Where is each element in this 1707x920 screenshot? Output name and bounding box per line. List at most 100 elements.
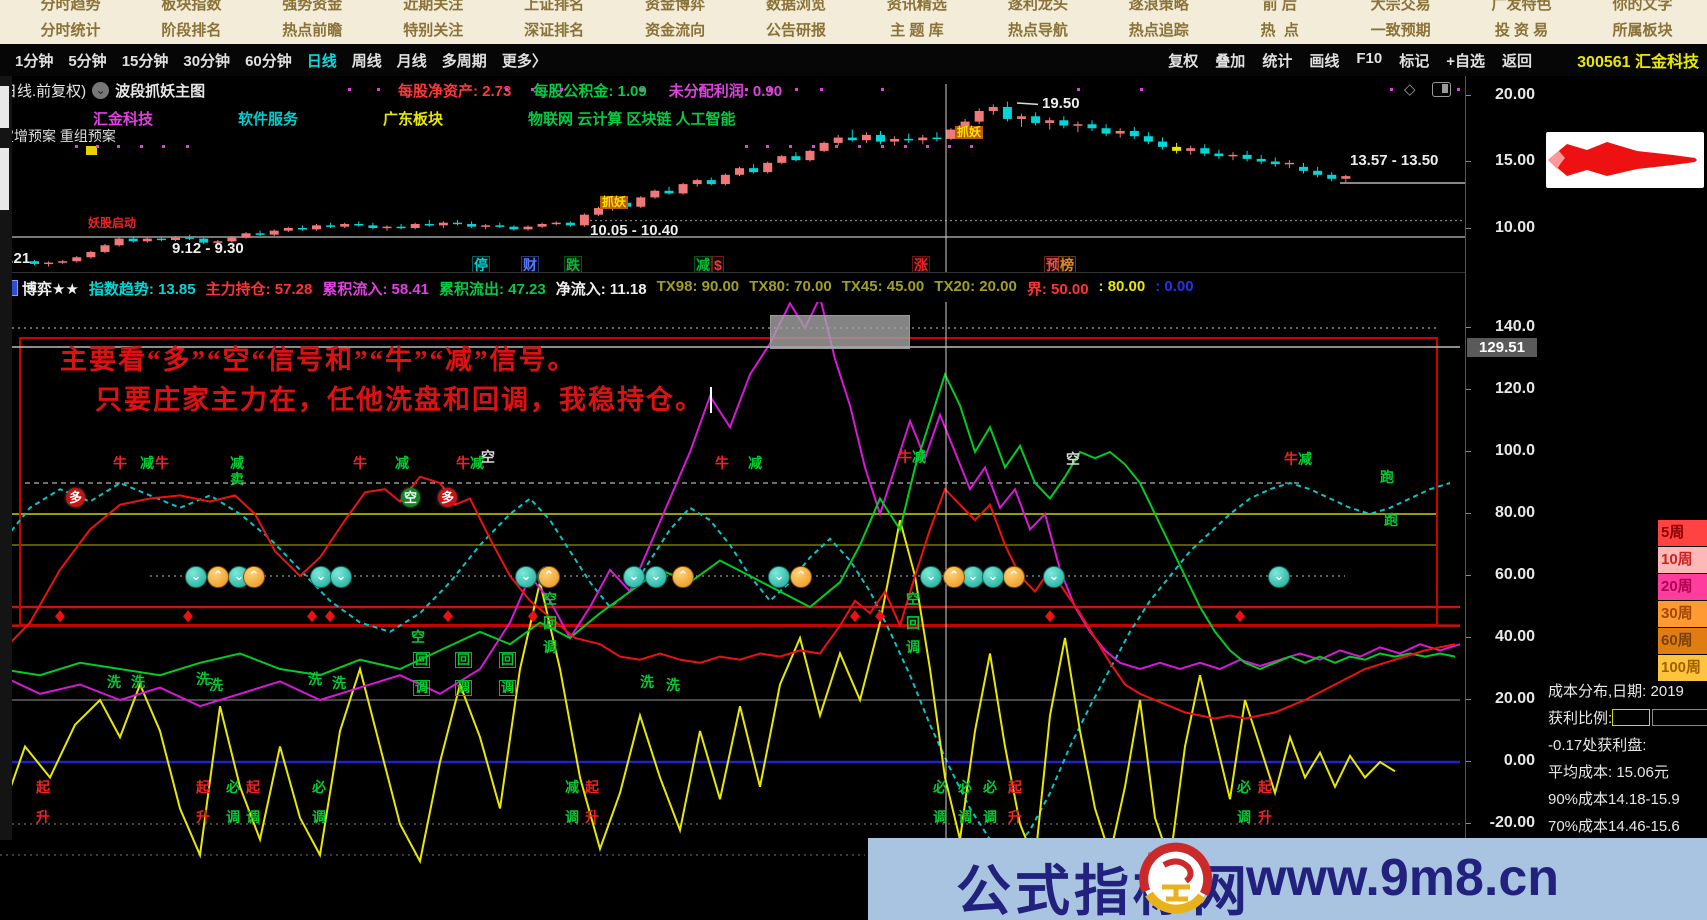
signal-dot (162, 145, 165, 148)
signal-text-减: 减 (1298, 451, 1312, 467)
signal-dot (881, 145, 884, 148)
concept-tag[interactable]: 软件服务 (238, 111, 299, 128)
menu-item[interactable]: 前 后 (1262, 0, 1297, 13)
menu-item[interactable]: 数据浏览 (765, 0, 826, 13)
signal-dot (75, 145, 78, 148)
signal-text-调: 调 (906, 639, 920, 655)
menu-item[interactable]: 投 资 易 (1494, 22, 1549, 39)
menu-item[interactable]: 你的文字 (1612, 0, 1673, 13)
annotation-line-2-text: 只要庄家主力在，任他洗盘和回调，我稳持仓。 (95, 385, 704, 415)
cost-info-line: 70%成本14.46-15.6 (1548, 818, 1680, 835)
chevron-down-circle-icon: ⌄ (982, 566, 1004, 588)
menu-item[interactable]: 分时趋势 (40, 0, 101, 13)
menu-item[interactable]: 强势资金 (282, 0, 343, 13)
chevron-down-circle-icon: ⌄ (768, 566, 790, 588)
signal-text-洗: 洗 (131, 674, 145, 690)
chevron-up-circle-icon: ⌃ (790, 566, 812, 588)
timeframe-tab-多周期[interactable]: 多周期 (441, 52, 487, 70)
menu-item[interactable]: 广发特色 (1491, 0, 1552, 13)
timeframe-tab-5分钟[interactable]: 5分钟 (68, 52, 107, 70)
toolbar-action-复权[interactable]: 复权 (1168, 52, 1199, 70)
axis-tick (1466, 161, 1471, 162)
axis-tick (1466, 699, 1471, 700)
zhuayao-signal-label: 抓妖 (955, 125, 984, 139)
signal-boxed-调: 调 (455, 680, 473, 696)
menu-item[interactable]: 特别关注 (403, 22, 464, 39)
indicator-axis-label: 120.0 (1494, 380, 1535, 397)
menu-item[interactable]: 分时统计 (40, 22, 101, 39)
concept-tag[interactable]: 汇金科技 (93, 111, 154, 128)
signal-dot (745, 88, 748, 91)
chevron-up-circle-icon: ⌃ (943, 566, 965, 588)
menu-item[interactable]: 深证排名 (524, 22, 585, 39)
menu-item[interactable]: 逐利龙头 (1007, 0, 1068, 13)
watermark-bar: 公式指标网 www.9m8.cn www.9m8.cn (868, 838, 1707, 920)
menu-item[interactable]: 所属板块 (1612, 22, 1673, 39)
toolbar-action-+自选[interactable]: +自选 (1446, 52, 1485, 70)
toolbar-action-标记[interactable]: 标记 (1399, 52, 1430, 70)
toolbar-action-F10[interactable]: F10 (1356, 49, 1383, 67)
timeframe-tab-60分钟[interactable]: 60分钟 (245, 52, 292, 70)
menu-item[interactable]: 资讯精选 (886, 0, 947, 13)
annotation-line-2: 只要庄家主力在，任他洗盘和回调，我稳持仓。 (95, 378, 712, 417)
toolbar-action-统计[interactable]: 统计 (1262, 52, 1293, 70)
menu-item[interactable]: 逐浪策略 (1128, 0, 1189, 13)
signal-text-回: 回 (906, 615, 920, 631)
toolbar-action-叠加[interactable]: 叠加 (1215, 52, 1246, 70)
diamond-icon[interactable]: ◇ (1404, 81, 1416, 98)
timeframe-tab-15分钟[interactable]: 15分钟 (121, 52, 169, 70)
main-indicator-name[interactable]: 波段抓妖主图 (115, 83, 206, 100)
toolbar-action-画线[interactable]: 画线 (1309, 52, 1340, 70)
signal-boxed-调: 调 (413, 680, 431, 696)
signal-text-牛: 牛 (456, 455, 470, 471)
indicator-field: 主力持仓: 57.28 (205, 280, 313, 298)
indicator-panel[interactable]: 主要看“多”“空“信号和”“牛”“减”信号。 只要庄家主力在，任他洗盘和回调，我… (0, 302, 1465, 920)
menu-item[interactable]: 板块指数 (161, 0, 222, 13)
concept-tags: 汇金科技 软件服务 广东板块 物联网 云计算 区块链 人工智能 (93, 108, 821, 129)
timeframe-tab-月线[interactable]: 月线 (396, 52, 427, 70)
menu-item[interactable]: 近期关注 (403, 0, 464, 13)
timeframe-tab-30分钟[interactable]: 30分钟 (183, 52, 231, 70)
signal-text-跑: 跑 (1384, 512, 1398, 528)
timeframe-tab-更多〉[interactable]: 更多〉 (501, 52, 547, 70)
menu-item[interactable]: 阶段排名 (161, 22, 222, 39)
menu-item[interactable]: 热点追踪 (1128, 22, 1189, 39)
signal-dot (699, 88, 702, 91)
profit-ratio-input-2[interactable] (1652, 709, 1707, 726)
candle-axis-label: 10.00 (1494, 219, 1535, 236)
cost-info-line: -0.17处获利盘: (1548, 737, 1647, 754)
signal-text-必: 必 (1237, 779, 1251, 795)
toolbar-action-返回[interactable]: 返回 (1501, 52, 1532, 70)
indicator-field: : 0.00 (1155, 277, 1194, 295)
timeframe-tab-1分钟[interactable]: 1分钟 (15, 52, 54, 70)
event-badge-跌: 跌 (564, 256, 582, 274)
per-share-stats: 每股净资产: 2.73 每股公积金: 1.09 未分配利润: 0.90 (398, 80, 804, 101)
timeframe-tab-日线[interactable]: 日线 (306, 52, 337, 70)
chevron-down-circle-icon: ⌄ (645, 566, 667, 588)
concept-tag[interactable]: 物联网 云计算 区块链 人工智能 (528, 111, 736, 128)
menu-item[interactable]: 主 题 库 (890, 22, 944, 39)
indicator-name[interactable]: 博弈★★ (22, 280, 79, 298)
concept-tag[interactable]: 广东板块 (383, 111, 444, 128)
menu-item[interactable]: 热点前瞻 (282, 22, 343, 39)
annotation-line-1: 主要看“多”“空“信号和”“牛”“减”信号。 (60, 345, 577, 375)
profit-ratio-input[interactable] (1612, 709, 1651, 726)
indicator-axis-label: 0.00 (1503, 752, 1535, 769)
signal-text-卖: 卖 (230, 471, 244, 487)
menu-item[interactable]: 资金博弈 (645, 0, 706, 13)
menu-item[interactable]: 热 点 (1260, 22, 1299, 39)
menu-item[interactable]: 上证排名 (524, 0, 585, 13)
cost-info-line: 成本分布,日期: 2019 (1548, 683, 1684, 700)
ma-legend-100周: 100周 (1658, 655, 1707, 681)
menu-item[interactable]: 热点导航 (1007, 22, 1068, 39)
menu-row-2: 分时统计 阶段排名 热点前瞻 特别关注 深证排名 资金流向 公告研报 主 题 库 热点导航 热点追… (10, 19, 1703, 40)
chevron-down-icon[interactable]: ⌄ (92, 82, 110, 99)
candlestick-panel[interactable]: 日线.前复权) ⌄ 波段抓妖主图 每股净资产: 2.73 每股公积金: 1.09 未… (0, 76, 1465, 274)
menu-item[interactable]: 一致预期 (1370, 22, 1431, 39)
timeframe-tab-周线[interactable]: 周线 (351, 52, 382, 70)
menu-item[interactable]: 大宗交易 (1370, 0, 1431, 13)
menu-item[interactable]: 资金流向 (645, 22, 706, 39)
signal-text-牛: 牛 (155, 455, 169, 471)
panel-toggle-icon[interactable] (1432, 82, 1451, 97)
menu-item[interactable]: 公告研报 (765, 22, 826, 39)
